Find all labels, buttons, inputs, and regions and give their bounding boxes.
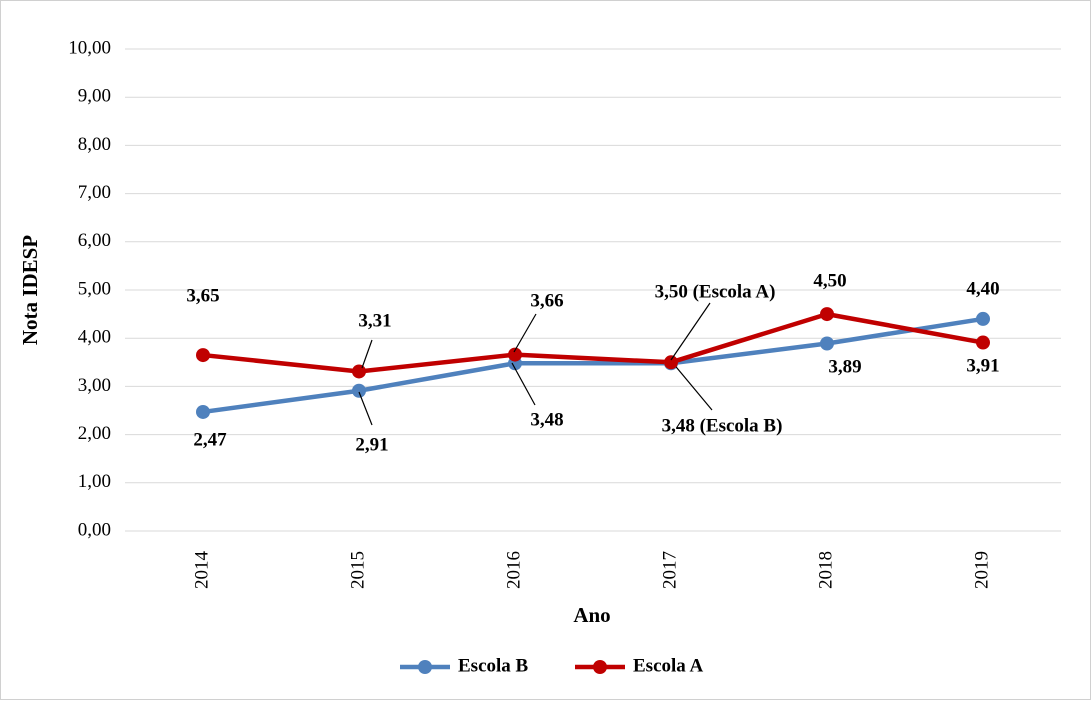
x-tick-label: 2016 bbox=[503, 551, 524, 589]
data-point bbox=[352, 383, 366, 398]
leader-line bbox=[511, 362, 536, 406]
legend-label: Escola A bbox=[633, 655, 703, 676]
y-tick-label: 4,00 bbox=[78, 327, 111, 348]
data-point bbox=[976, 311, 990, 326]
data-label: 3,31 bbox=[358, 310, 391, 331]
y-tick-label: 9,00 bbox=[78, 86, 111, 107]
legend-marker bbox=[418, 660, 432, 674]
x-tick-label: 2014 bbox=[191, 551, 212, 590]
y-tick-label: 8,00 bbox=[78, 134, 111, 155]
data-point bbox=[196, 404, 210, 419]
data-label: 3,66 bbox=[530, 290, 563, 311]
leader-line bbox=[513, 313, 537, 353]
series-line bbox=[202, 316, 984, 415]
data-label: 2,47 bbox=[193, 429, 227, 450]
data-point bbox=[508, 347, 522, 362]
y-tick-label: 3,00 bbox=[78, 375, 111, 396]
series-line bbox=[202, 311, 984, 374]
data-point bbox=[196, 348, 210, 363]
data-label: 3,89 bbox=[828, 356, 861, 377]
x-tick-label: 2015 bbox=[347, 551, 368, 589]
x-tick-label: 2019 bbox=[971, 551, 992, 589]
y-tick-label: 0,00 bbox=[78, 519, 111, 540]
x-tick-label: 2017 bbox=[659, 551, 680, 589]
data-label: 3,50 (Escola A) bbox=[655, 281, 776, 302]
data-label: 4,50 bbox=[813, 270, 846, 291]
y-tick-label: 6,00 bbox=[78, 230, 111, 251]
data-point bbox=[976, 335, 990, 350]
data-label: 3,48 bbox=[530, 409, 563, 430]
data-label: 3,91 bbox=[966, 355, 999, 376]
data-label: 2,91 bbox=[355, 434, 388, 455]
x-tick-label: 2018 bbox=[815, 551, 836, 589]
data-point bbox=[820, 307, 834, 322]
y-tick-label: 10,00 bbox=[68, 37, 111, 58]
data-point bbox=[664, 355, 678, 370]
data-label: 4,40 bbox=[966, 278, 999, 299]
leader-line bbox=[358, 391, 373, 426]
data-point bbox=[820, 336, 834, 351]
legend-marker bbox=[593, 660, 607, 674]
data-point bbox=[352, 364, 366, 379]
legend-label: Escola B bbox=[458, 655, 529, 676]
leader-line bbox=[670, 302, 711, 361]
x-axis-title: Ano bbox=[573, 603, 610, 627]
y-tick-label: 7,00 bbox=[78, 182, 111, 203]
leader-line bbox=[361, 339, 373, 369]
leader-line bbox=[671, 361, 713, 411]
y-axis-title: Nota IDESP bbox=[18, 235, 42, 345]
y-tick-label: 2,00 bbox=[78, 423, 111, 444]
y-tick-label: 5,00 bbox=[78, 278, 111, 299]
data-label: 3,65 bbox=[186, 285, 219, 306]
data-label: 3,48 (Escola B) bbox=[662, 415, 783, 436]
y-tick-label: 1,00 bbox=[78, 471, 111, 492]
